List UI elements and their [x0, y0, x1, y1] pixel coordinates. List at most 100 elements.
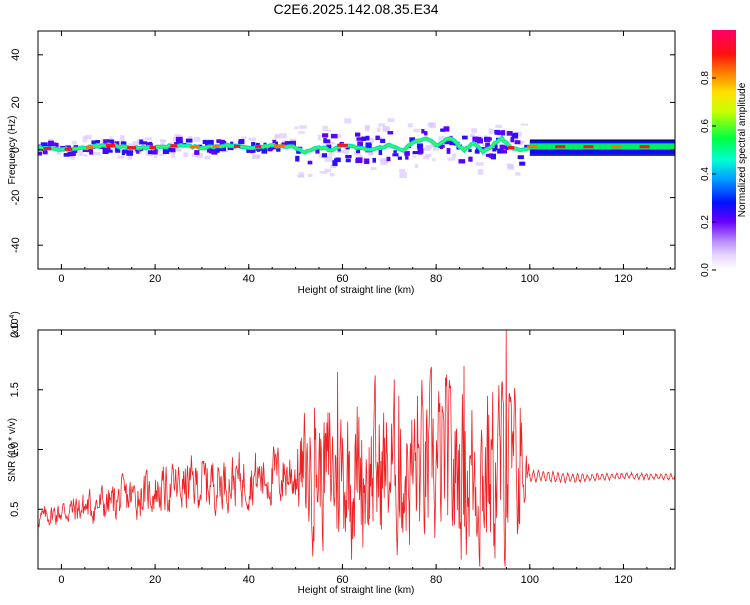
- snr-xtick-label: 80: [430, 574, 442, 586]
- spectrogram-hotspot: [170, 144, 178, 148]
- spectrogram-band: [219, 145, 227, 152]
- spectrogram-band: [354, 132, 361, 137]
- spectrogram-band: [202, 139, 208, 145]
- spectrogram-band: [256, 146, 261, 152]
- spectrogram-haze: [159, 139, 167, 142]
- snr-ytick-label: 0.5: [9, 502, 21, 517]
- spectrogram-hotspot: [611, 145, 622, 149]
- spectrogram-haze: [425, 154, 432, 157]
- spectrogram-band: [267, 145, 273, 152]
- spectrogram-haze: [378, 123, 385, 127]
- spectrogram-haze: [359, 158, 366, 163]
- spectrogram-band: [416, 143, 424, 149]
- spectrogram-band: [417, 148, 423, 155]
- spectrogram-band: [497, 148, 503, 154]
- spectrogram-haze: [423, 155, 430, 160]
- spectrogram-band: [91, 140, 96, 145]
- colorbar-tick-label: 0.4: [700, 167, 711, 181]
- spectrogram-haze: [488, 128, 494, 135]
- spectrogram-haze: [382, 125, 390, 132]
- colorbar-tick-label: 0.8: [700, 71, 711, 85]
- spectrogram-band: [145, 142, 151, 146]
- spectrogram-hotspot: [583, 145, 594, 149]
- spectrogram-hotspot: [149, 146, 156, 150]
- spectrogram-haze: [407, 123, 413, 128]
- spectrogram-haze: [196, 152, 203, 159]
- spectrogram-haze: [329, 173, 335, 177]
- spectrogram-band: [53, 142, 57, 147]
- snr-ytick-label: 2.0: [9, 322, 21, 337]
- spectrogram-band: [356, 137, 364, 141]
- spectrogram-band: [206, 147, 214, 153]
- spectrogram-band: [511, 133, 518, 137]
- spectrogram-band: [517, 155, 524, 160]
- spectrogram-band: [474, 149, 480, 154]
- spectrogram-hotspot: [337, 143, 348, 147]
- spectrogram-band: [55, 142, 59, 148]
- spectrogram-band: [186, 138, 193, 143]
- spectrogram-haze: [248, 137, 256, 141]
- spectrogram-haze: [384, 158, 389, 163]
- spectrogram-band: [126, 150, 134, 156]
- colorbar-gradient: [712, 30, 736, 270]
- spectrogram-band: [315, 148, 320, 154]
- spectrogram-band: [103, 139, 110, 144]
- spectrogram-hotspot: [255, 145, 262, 149]
- spectrogram-band: [136, 149, 140, 154]
- spectrogram-band: [63, 153, 70, 157]
- spectrogram-band: [392, 153, 399, 157]
- spectrogram-hotspot: [212, 144, 220, 148]
- snr-xlabel: Height of straight line (km): [298, 585, 415, 596]
- spectrogram-haze: [506, 163, 514, 169]
- spectrogram-band: [404, 151, 410, 156]
- spectrogram-band: [121, 149, 125, 156]
- spectrogram-band: [162, 148, 170, 154]
- spectrogram-band: [332, 160, 338, 166]
- spectrogram-band: [211, 148, 218, 155]
- spectrogram-band: [250, 147, 255, 154]
- spectrogram-haze: [438, 136, 446, 143]
- spectrogram-band: [114, 141, 120, 146]
- spectrogram-band: [322, 133, 329, 138]
- snr-xtick-label: 100: [521, 574, 539, 586]
- spectrogram-haze: [120, 135, 125, 142]
- spectrogram-haze: [298, 131, 305, 134]
- spectrogram-xtick-label: 60: [336, 273, 348, 285]
- spectrogram-haze: [158, 153, 166, 156]
- spectrogram-band: [102, 148, 109, 154]
- spectrogram-hotspot: [64, 147, 73, 151]
- spectrogram-band: [387, 131, 394, 135]
- spectrogram-haze: [477, 135, 483, 139]
- spectrogram-hotspot: [555, 145, 566, 149]
- spectrogram-haze: [84, 134, 92, 140]
- spectrogram-band: [89, 149, 94, 155]
- spectrogram-band: [334, 158, 341, 163]
- spectrogram-band: [440, 128, 445, 132]
- spectrogram-band: [276, 146, 281, 152]
- spectrogram-band: [345, 158, 351, 163]
- spectrogram-band: [330, 133, 338, 139]
- spectrogram-band: [380, 138, 386, 144]
- spectrogram-haze: [328, 152, 334, 156]
- spectrogram-band: [476, 138, 484, 144]
- spectrogram-haze: [279, 133, 287, 139]
- spectrogram-haze: [364, 125, 371, 129]
- spectrogram-haze: [387, 118, 395, 123]
- spectrogram-haze: [447, 157, 456, 161]
- snr-series-line: [38, 330, 675, 567]
- spectrogram-haze: [70, 153, 75, 160]
- spectrogram-ytick-label: 40: [10, 49, 22, 61]
- colorbar: 0.0 0.2 0.4 0.6 0.8 Normalized spectral ampl…: [700, 30, 748, 277]
- spectrogram-band: [356, 147, 361, 154]
- spectrogram-band: [355, 158, 362, 164]
- spectrogram-haze: [282, 140, 286, 144]
- spectrogram-hotspot: [273, 144, 285, 148]
- spectrogram-haze: [471, 128, 477, 134]
- spectrogram-band: [499, 144, 506, 150]
- spectrogram-band: [397, 156, 402, 160]
- spectrogram-band: [496, 130, 501, 136]
- spectrogram-haze: [174, 133, 181, 140]
- spectrogram-band: [246, 149, 254, 153]
- spectrogram-band: [505, 146, 509, 150]
- spectrogram-haze: [413, 128, 420, 133]
